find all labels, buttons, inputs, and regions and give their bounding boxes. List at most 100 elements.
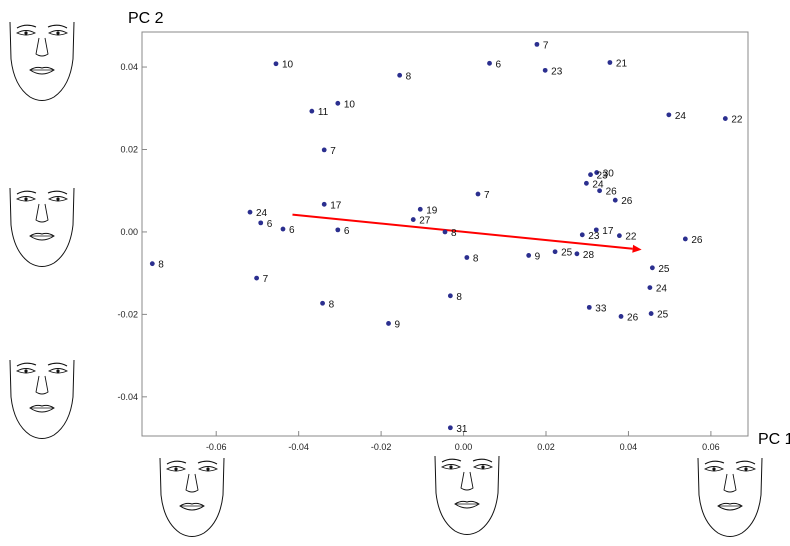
data-point: [258, 220, 264, 226]
data-point: [386, 321, 391, 326]
point-label: 26: [691, 235, 703, 246]
trend-arrow: [292, 213, 642, 253]
point-label: 23: [551, 66, 563, 77]
x-tick-label: -0.02: [371, 442, 392, 452]
data-point: [442, 229, 448, 235]
x-axis-title: PC 1: [758, 431, 790, 448]
plot-frame: [141, 31, 749, 437]
y-axis-title: PC 2: [128, 10, 164, 27]
data-point: [280, 226, 286, 232]
data-point: [607, 60, 613, 65]
point-label: 8: [158, 260, 164, 271]
data-point: [586, 304, 592, 310]
data-point: [542, 67, 548, 73]
face-illustration-bottom-1: [159, 457, 225, 538]
face-illustration-top-left: [9, 21, 75, 102]
data-point: [247, 209, 253, 215]
point-label: 26: [627, 312, 639, 323]
data-point: [309, 108, 315, 114]
y-tick-label: 0.04: [120, 62, 138, 72]
point-label: 8: [451, 228, 457, 239]
data-point: [475, 191, 481, 197]
data-point: [648, 311, 654, 316]
point-label: 25: [658, 264, 670, 275]
point-label: 23: [588, 231, 600, 242]
data-point: [273, 61, 279, 67]
point-label: 8: [406, 71, 412, 82]
data-point: [666, 112, 672, 118]
point-label: 6: [344, 226, 350, 237]
y-tick-label: -0.04: [117, 392, 138, 402]
data-point: [464, 255, 470, 260]
data-point: [593, 227, 599, 233]
arrow-head: [632, 244, 642, 253]
point-label: 9: [395, 319, 401, 330]
point-label: 6: [496, 59, 502, 70]
data-point: [410, 217, 416, 222]
point-label: 25: [657, 310, 669, 321]
point-label: 24: [656, 284, 668, 295]
data-point: [321, 201, 327, 207]
point-label: 7: [330, 146, 336, 157]
point-label: 22: [731, 115, 743, 126]
point-label: 10: [282, 60, 294, 71]
point-label: 26: [606, 187, 618, 198]
data-point: [320, 300, 325, 306]
data-point: [397, 72, 403, 78]
data-point: [616, 233, 622, 239]
data-point: [526, 253, 532, 258]
data-point: [335, 227, 341, 233]
y-tick-label: 0.02: [120, 144, 138, 154]
data-point: [682, 236, 688, 242]
data-point: [597, 188, 602, 194]
x-axis: -0.06 -0.04 -0.02 0.00 0.02 0.04 0.06: [206, 431, 720, 452]
point-label: 30: [603, 169, 615, 180]
data-point: [579, 232, 585, 238]
point-label: 25: [561, 248, 573, 259]
point-label: 8: [473, 253, 479, 264]
data-point: [722, 116, 728, 121]
point-label: 31: [456, 424, 468, 435]
data-point: [447, 425, 453, 431]
point-label: 7: [484, 190, 490, 201]
y-tick-label: 0.00: [120, 227, 138, 237]
data-point: [321, 147, 327, 153]
data-point: [647, 285, 653, 290]
point-label: 19: [426, 205, 438, 216]
point-label: 7: [263, 274, 269, 285]
data-point: [574, 251, 580, 257]
point-label: 21: [616, 59, 628, 70]
point-label: 7: [543, 40, 549, 51]
y-axis: 0.04 0.02 0.00 -0.02 -0.04: [117, 62, 147, 402]
data-point: [552, 249, 558, 255]
data-point: [417, 206, 423, 212]
y-tick-label: -0.02: [117, 309, 138, 319]
point-label: 28: [583, 250, 595, 261]
point-label: 9: [535, 251, 541, 262]
point-label: 17: [602, 226, 614, 237]
data-point: [584, 180, 589, 186]
point-label: 11: [318, 107, 329, 118]
data-point: [254, 275, 260, 281]
point-label: 8: [329, 299, 335, 310]
x-tick-label: 0.06: [702, 442, 720, 452]
point-label: 22: [625, 232, 637, 243]
arrow-shaft: [292, 213, 633, 250]
x-tick-label: 0.00: [455, 442, 473, 452]
x-tick-label: -0.04: [288, 442, 309, 452]
point-label: 6: [267, 219, 273, 230]
point-label: 24: [592, 179, 604, 190]
data-point: [588, 172, 593, 178]
data-point: [649, 265, 655, 271]
point-label: 8: [456, 292, 462, 303]
data-point: [618, 314, 624, 319]
data-point: [335, 100, 341, 106]
point-label: 24: [256, 208, 268, 219]
point-label: 6: [289, 225, 295, 236]
point-label: 23: [597, 171, 609, 182]
point-label: 24: [675, 111, 687, 122]
face-illustration-bottom-3: [697, 457, 763, 538]
face-illustration-bottom-left: [9, 359, 75, 440]
